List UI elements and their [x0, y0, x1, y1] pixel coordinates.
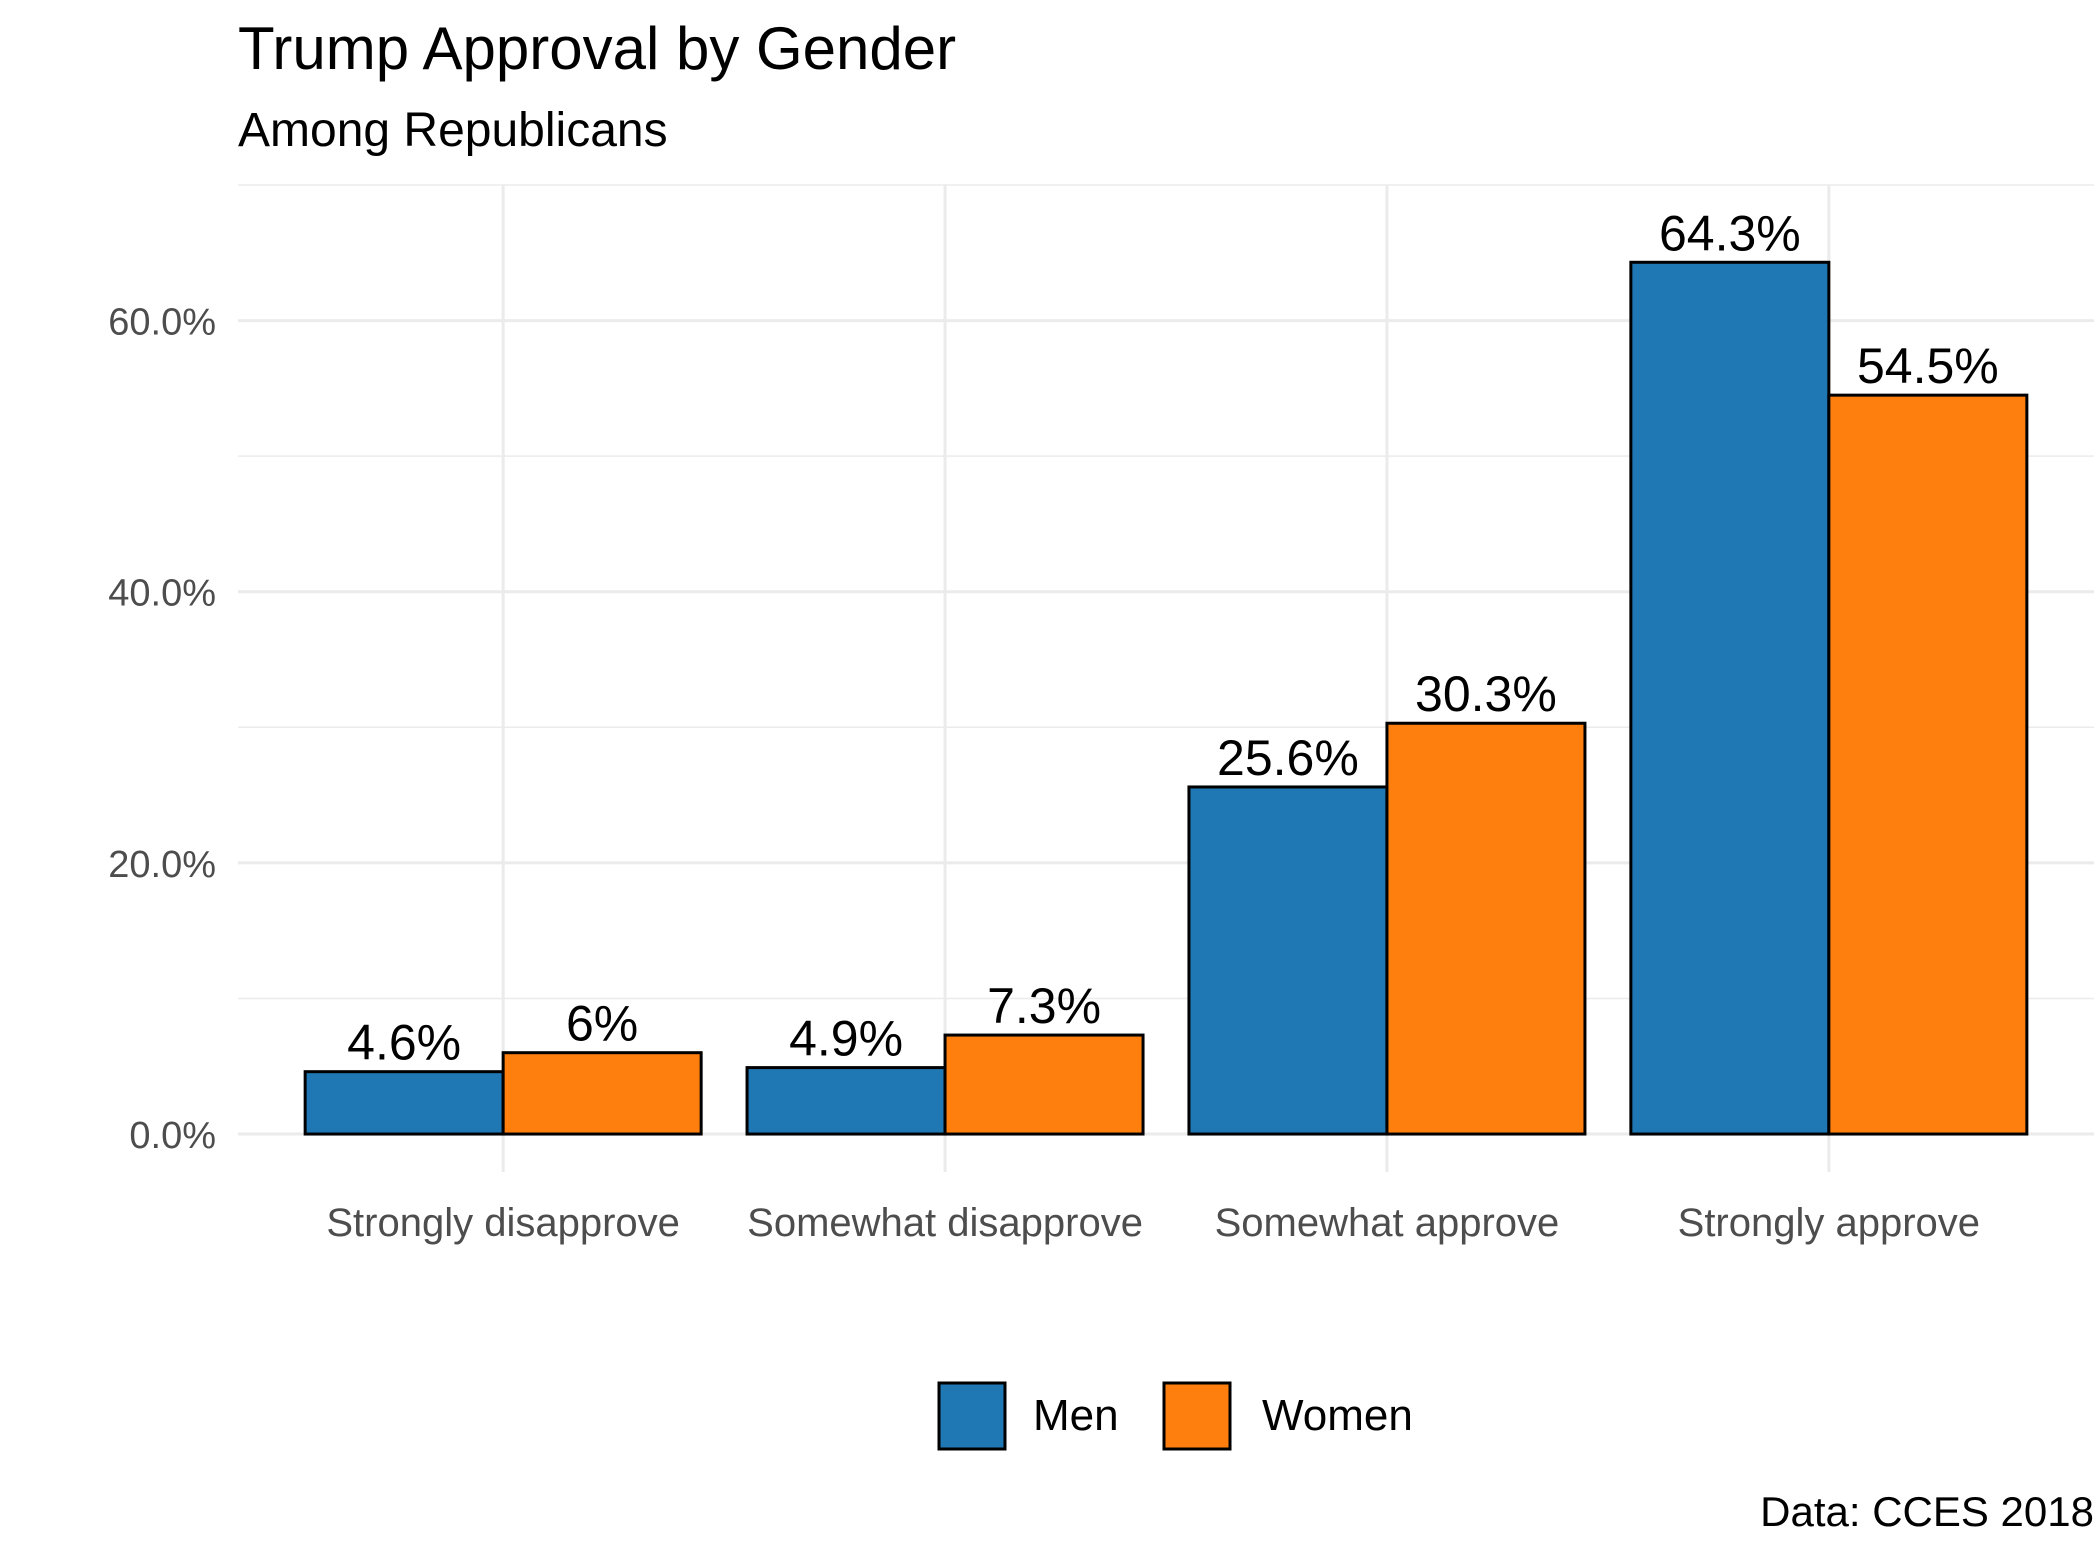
- bar-women: [943, 1033, 1145, 1136]
- legend-key-women: [1162, 1381, 1232, 1451]
- bar-women: [1827, 393, 2029, 1136]
- x-tick-label: Somewhat approve: [1215, 1201, 1560, 1245]
- bar-value-label: 54.5%: [1857, 338, 1999, 394]
- x-axis: Strongly disapprove Somewhat disapprove So…: [326, 1201, 1980, 1245]
- bar-men: [303, 1070, 505, 1136]
- bar-men: [745, 1066, 947, 1136]
- chart-caption: Data: CCES 2018: [1760, 1488, 2094, 1535]
- bar-value-label: 25.6%: [1217, 730, 1359, 786]
- x-tick-label: Strongly disapprove: [326, 1201, 680, 1245]
- legend: Men Women: [937, 1381, 1413, 1451]
- y-axis: 0.0% 20.0% 40.0% 60.0%: [108, 302, 216, 1157]
- bar-value-label: 30.3%: [1415, 666, 1557, 722]
- bars: [303, 260, 2029, 1136]
- y-tick-label: 40.0%: [108, 573, 216, 615]
- chart-title: Trump Approval by Gender: [238, 15, 956, 82]
- chart-subtitle: Among Republicans: [238, 104, 668, 157]
- y-tick-label: 60.0%: [108, 302, 216, 344]
- bar-value-labels: 4.6% 6% 4.9% 7.3% 25.6% 30.3% 64.3% 54.5%: [347, 205, 1999, 1070]
- y-tick-label: 0.0%: [129, 1115, 216, 1157]
- y-tick-label: 20.0%: [108, 844, 216, 886]
- bar-value-label: 6%: [566, 996, 638, 1052]
- bar-men: [1187, 785, 1389, 1136]
- legend-key-men: [937, 1381, 1007, 1451]
- bar-value-label: 7.3%: [987, 978, 1101, 1034]
- bar-women: [1385, 721, 1587, 1136]
- x-tick-label: Strongly approve: [1678, 1201, 1980, 1245]
- bar-value-label: 64.3%: [1659, 205, 1801, 261]
- legend-label-men: Men: [1033, 1391, 1119, 1440]
- bar-men: [1629, 260, 1831, 1136]
- x-tick-label: Somewhat disapprove: [747, 1201, 1143, 1245]
- bar-value-label: 4.9%: [789, 1011, 903, 1067]
- legend-label-women: Women: [1262, 1391, 1413, 1440]
- bar-women: [501, 1051, 703, 1136]
- bar-value-label: 4.6%: [347, 1015, 461, 1071]
